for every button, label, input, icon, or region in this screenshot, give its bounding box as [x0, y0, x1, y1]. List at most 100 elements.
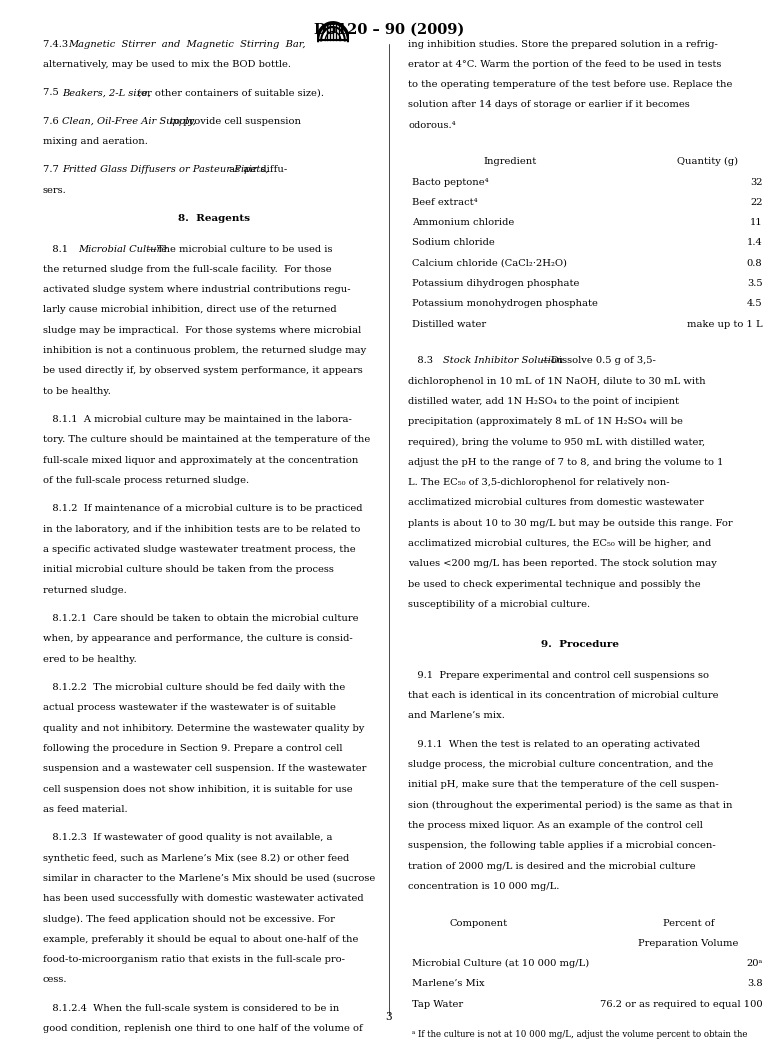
Text: precipitation (approximately 8 mL of 1N H₂SO₄ will be: precipitation (approximately 8 mL of 1N … — [408, 417, 683, 426]
Text: Tap Water: Tap Water — [412, 999, 464, 1009]
Text: Bacto peptone⁴: Bacto peptone⁴ — [412, 178, 489, 186]
Text: alternatively, may be used to mix the BOD bottle.: alternatively, may be used to mix the BO… — [43, 59, 291, 69]
Text: Preparation Volume: Preparation Volume — [638, 939, 739, 947]
Text: Beef extract⁴: Beef extract⁴ — [412, 198, 478, 207]
Text: plants is about 10 to 30 mg/L but may be outside this range. For: plants is about 10 to 30 mg/L but may be… — [408, 518, 733, 528]
Text: cess.: cess. — [43, 975, 67, 985]
Text: Sodium chloride: Sodium chloride — [412, 238, 495, 248]
Text: 8.1.2.1  Care should be taken to obtain the microbial culture: 8.1.2.1 Care should be taken to obtain t… — [43, 614, 359, 623]
Text: initial microbial culture should be taken from the process: initial microbial culture should be take… — [43, 565, 334, 575]
Text: Ingredient: Ingredient — [483, 157, 536, 167]
Text: D5120 – 90 (2009): D5120 – 90 (2009) — [314, 23, 464, 36]
Text: —Dissolve 0.5 g of 3,5-: —Dissolve 0.5 g of 3,5- — [541, 356, 657, 365]
Text: acclimatized microbial cultures from domestic wastewater: acclimatized microbial cultures from dom… — [408, 499, 704, 507]
Text: cell suspension does not show inhibition, it is suitable for use: cell suspension does not show inhibition… — [43, 785, 352, 793]
Text: 7.4.3: 7.4.3 — [43, 40, 74, 49]
Text: sludge process, the microbial culture concentration, and the: sludge process, the microbial culture co… — [408, 760, 713, 769]
Text: erator at 4°C. Warm the portion of the feed to be used in tests: erator at 4°C. Warm the portion of the f… — [408, 59, 722, 69]
Text: 7.7: 7.7 — [43, 166, 65, 175]
Text: Stock Inhibitor Solution: Stock Inhibitor Solution — [443, 356, 563, 365]
Text: quality and not inhibitory. Determine the wastewater quality by: quality and not inhibitory. Determine th… — [43, 723, 364, 733]
Text: Microbial Culture (at 10 000 mg/L): Microbial Culture (at 10 000 mg/L) — [412, 959, 590, 968]
Text: ing inhibition studies. Store the prepared solution in a refrig-: ing inhibition studies. Store the prepar… — [408, 40, 718, 49]
Text: ᵃ If the culture is not at 10 000 mg/L, adjust the volume percent to obtain the: ᵃ If the culture is not at 10 000 mg/L, … — [412, 1031, 748, 1039]
Text: 11: 11 — [750, 219, 762, 227]
Text: tory. The culture should be maintained at the temperature of the: tory. The culture should be maintained a… — [43, 435, 370, 445]
Text: 22: 22 — [750, 198, 762, 207]
Text: actual process wastewater if the wastewater is of suitable: actual process wastewater if the wastewa… — [43, 704, 335, 712]
Text: activated sludge system where industrial contributions regu-: activated sludge system where industrial… — [43, 285, 350, 295]
Text: and Marlene’s mix.: and Marlene’s mix. — [408, 711, 506, 720]
Text: food-to-microorganism ratio that exists in the full-scale pro-: food-to-microorganism ratio that exists … — [43, 955, 345, 964]
Text: Component: Component — [450, 918, 507, 928]
Text: Quantity (g): Quantity (g) — [678, 157, 738, 167]
Text: required), bring the volume to 950 mL with distilled water,: required), bring the volume to 950 mL wi… — [408, 437, 706, 447]
Text: 8.1.2.4  When the full-scale system is considered to be in: 8.1.2.4 When the full-scale system is co… — [43, 1004, 339, 1013]
Text: 8.1: 8.1 — [43, 245, 74, 254]
Text: 7.5: 7.5 — [43, 88, 65, 97]
Text: values <200 mg/L has been reported. The stock solution may: values <200 mg/L has been reported. The … — [408, 559, 717, 568]
Text: Percent of: Percent of — [663, 918, 714, 928]
Text: Marlene’s Mix: Marlene’s Mix — [412, 980, 485, 988]
Text: Microbial Culture: Microbial Culture — [79, 245, 168, 254]
Text: suspension and a wastewater cell suspension. If the wastewater: suspension and a wastewater cell suspens… — [43, 764, 366, 773]
Text: sludge). The feed application should not be excessive. For: sludge). The feed application should not… — [43, 914, 335, 923]
Text: returned sludge.: returned sludge. — [43, 586, 127, 594]
Text: a specific activated sludge wastewater treatment process, the: a specific activated sludge wastewater t… — [43, 545, 356, 554]
Text: 20ᵃ: 20ᵃ — [746, 959, 762, 968]
Text: 9.1.1  When the test is related to an operating activated: 9.1.1 When the test is related to an ope… — [408, 740, 700, 748]
Text: of the full-scale process returned sludge.: of the full-scale process returned sludg… — [43, 476, 249, 485]
Text: be used to check experimental technique and possibly the: be used to check experimental technique … — [408, 580, 701, 588]
Text: suspension, the following table applies if a microbial concen-: suspension, the following table applies … — [408, 841, 717, 850]
Text: sion (throughout the experimental period) is the same as that in: sion (throughout the experimental period… — [408, 801, 733, 810]
Text: odorous.⁴: odorous.⁴ — [408, 121, 456, 130]
Text: Potassium monohydrogen phosphate: Potassium monohydrogen phosphate — [412, 300, 598, 308]
Text: mixing and aeration.: mixing and aeration. — [43, 137, 148, 146]
Text: distilled water, add 1N H₂SO₄ to the point of incipient: distilled water, add 1N H₂SO₄ to the poi… — [408, 397, 679, 406]
Text: 1.4: 1.4 — [747, 238, 762, 248]
Text: synthetic feed, such as Marlene’s Mix (see 8.2) or other feed: synthetic feed, such as Marlene’s Mix (s… — [43, 854, 349, 863]
Text: 9.1  Prepare experimental and control cell suspensions so: 9.1 Prepare experimental and control cel… — [408, 670, 710, 680]
Text: Clean, Oil-Free Air Supply,: Clean, Oil-Free Air Supply, — [62, 117, 196, 126]
Text: inhibition is not a continuous problem, the returned sludge may: inhibition is not a continuous problem, … — [43, 346, 366, 355]
Text: 8.1.2.2  The microbial culture should be fed daily with the: 8.1.2.2 The microbial culture should be … — [43, 683, 345, 692]
Text: 4.5: 4.5 — [747, 300, 762, 308]
Text: full-scale mixed liquor and approximately at the concentration: full-scale mixed liquor and approximatel… — [43, 456, 358, 464]
Text: similar in character to the Marlene’s Mix should be used (sucrose: similar in character to the Marlene’s Mi… — [43, 873, 375, 883]
Text: 3.5: 3.5 — [747, 279, 762, 288]
Text: example, preferably it should be equal to about one-half of the: example, preferably it should be equal t… — [43, 935, 358, 944]
Text: has been used successfully with domestic wastewater activated: has been used successfully with domestic… — [43, 894, 363, 904]
Text: to provide cell suspension: to provide cell suspension — [167, 117, 301, 126]
Text: L. The EC₅₀ of 3,5-dichlorophenol for relatively non-: L. The EC₅₀ of 3,5-dichlorophenol for re… — [408, 478, 670, 487]
Text: be used directly if, by observed system performance, it appears: be used directly if, by observed system … — [43, 366, 363, 376]
Text: 8.1.2.3  If wastewater of good quality is not available, a: 8.1.2.3 If wastewater of good quality is… — [43, 833, 332, 842]
Text: (or other containers of suitable size).: (or other containers of suitable size). — [134, 88, 324, 97]
Text: 0.8: 0.8 — [747, 259, 762, 268]
Text: as air diffu-: as air diffu- — [226, 166, 287, 175]
Text: sludge may be impractical.  For those systems where microbial: sludge may be impractical. For those sys… — [43, 326, 361, 335]
Text: ered to be healthy.: ered to be healthy. — [43, 655, 137, 663]
Text: larly cause microbial inhibition, direct use of the returned: larly cause microbial inhibition, direct… — [43, 305, 336, 314]
Text: 3: 3 — [386, 1012, 392, 1022]
Text: make up to 1 L: make up to 1 L — [687, 320, 762, 329]
Text: 8.3: 8.3 — [408, 356, 440, 365]
Text: 8.  Reagents: 8. Reagents — [178, 214, 250, 223]
Text: as feed material.: as feed material. — [43, 805, 128, 814]
Text: Magnetic  Stirrer  and  Magnetic  Stirring  Bar,: Magnetic Stirrer and Magnetic Stirring B… — [68, 40, 305, 49]
Text: dichlorophenol in 10 mL of 1N NaOH, dilute to 30 mL with: dichlorophenol in 10 mL of 1N NaOH, dilu… — [408, 377, 706, 385]
Text: Beakers, 2-L size,: Beakers, 2-L size, — [62, 88, 151, 97]
Text: following the procedure in Section 9. Prepare a control cell: following the procedure in Section 9. Pr… — [43, 744, 342, 753]
Text: Ammonium chloride: Ammonium chloride — [412, 219, 514, 227]
Text: acclimatized microbial cultures, the EC₅₀ will be higher, and: acclimatized microbial cultures, the EC₅… — [408, 539, 712, 548]
Text: good condition, replenish one third to one half of the volume of: good condition, replenish one third to o… — [43, 1024, 363, 1033]
Text: solution after 14 days of storage or earlier if it becomes: solution after 14 days of storage or ear… — [408, 100, 690, 109]
Text: —The microbial culture to be used is: —The microbial culture to be used is — [147, 245, 332, 254]
Text: that each is identical in its concentration of microbial culture: that each is identical in its concentrat… — [408, 691, 719, 701]
Text: 76.2 or as required to equal 100: 76.2 or as required to equal 100 — [600, 999, 762, 1009]
Text: tration of 2000 mg/L is desired and the microbial culture: tration of 2000 mg/L is desired and the … — [408, 862, 696, 870]
Text: 3.8: 3.8 — [747, 980, 762, 988]
Text: sers.: sers. — [43, 185, 67, 195]
Text: to the operating temperature of the test before use. Replace the: to the operating temperature of the test… — [408, 80, 733, 90]
Text: 7.6: 7.6 — [43, 117, 65, 126]
Text: Distilled water: Distilled water — [412, 320, 486, 329]
